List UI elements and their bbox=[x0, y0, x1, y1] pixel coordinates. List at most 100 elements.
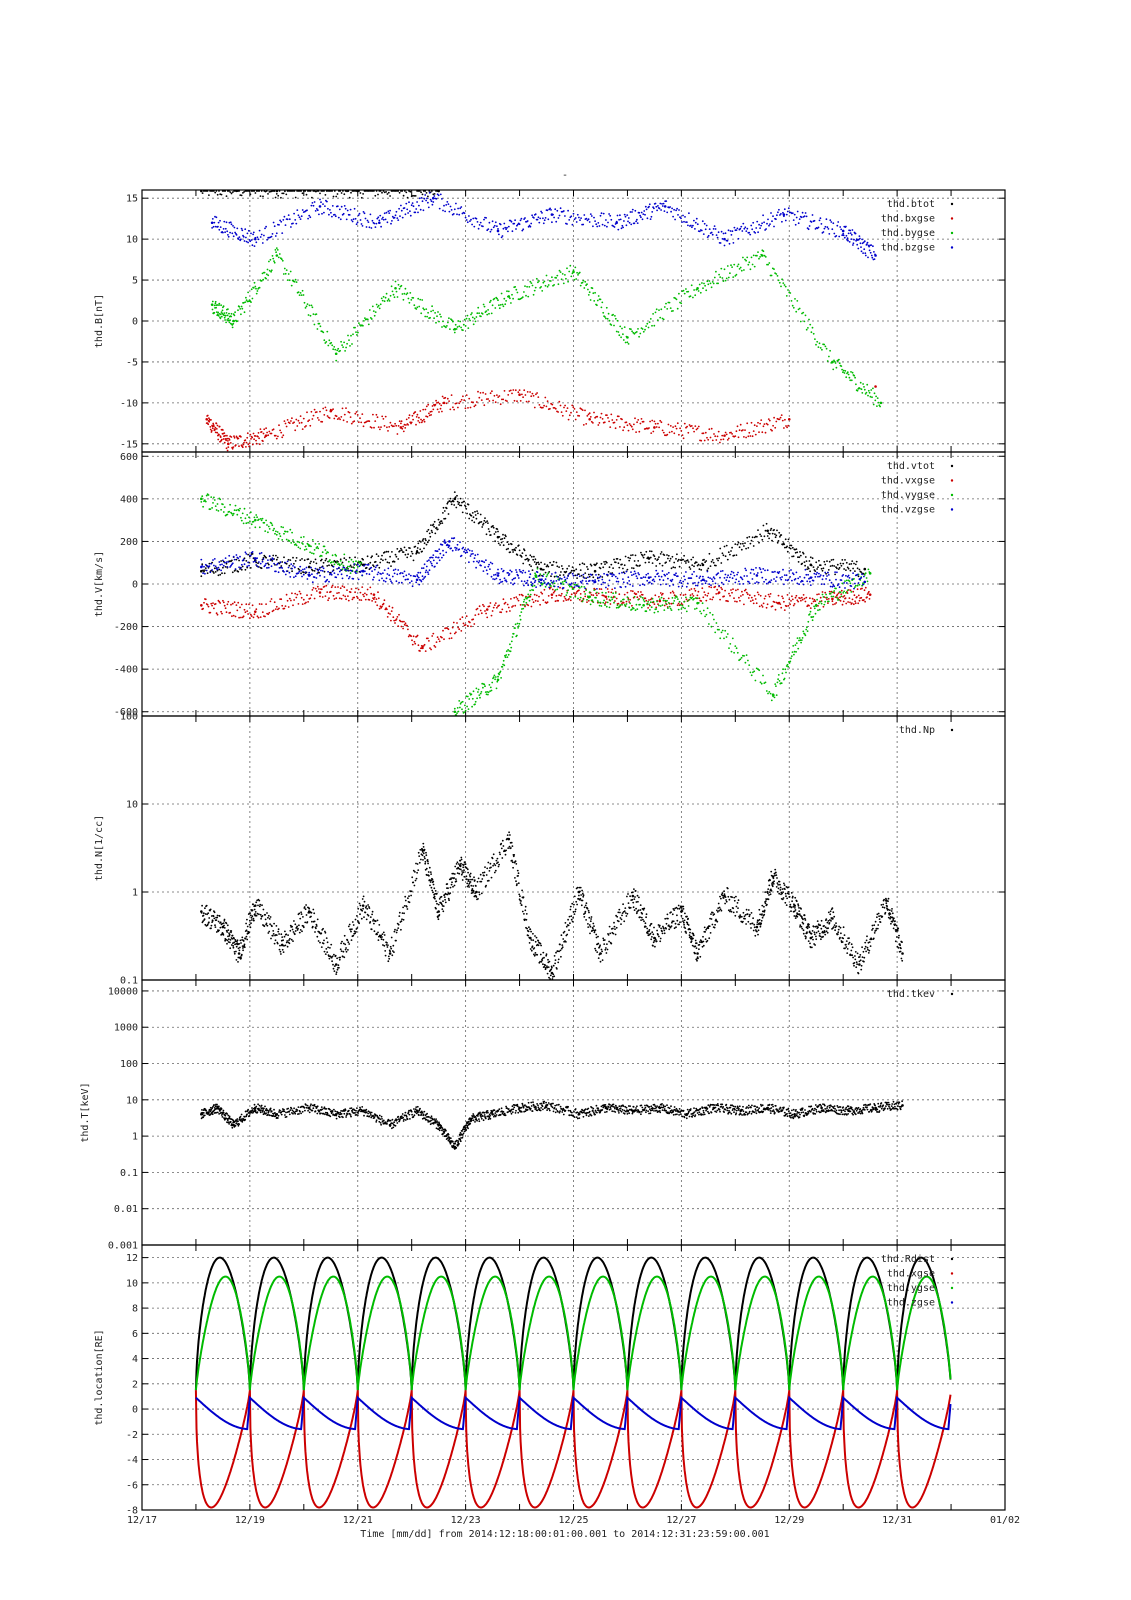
data-point bbox=[829, 592, 832, 595]
data-point bbox=[432, 201, 435, 203]
data-point bbox=[452, 406, 454, 409]
data-point bbox=[376, 416, 379, 419]
data-point bbox=[382, 218, 385, 221]
data-point bbox=[420, 541, 422, 543]
data-point bbox=[354, 326, 356, 329]
data-point bbox=[297, 291, 300, 293]
data-point bbox=[542, 217, 544, 220]
data-point bbox=[674, 297, 677, 300]
data-point bbox=[414, 545, 417, 548]
data-point bbox=[222, 438, 225, 440]
data-point bbox=[841, 234, 844, 237]
data-point bbox=[818, 219, 821, 222]
data-point bbox=[453, 632, 456, 635]
data-point bbox=[522, 562, 525, 565]
data-point bbox=[266, 524, 268, 526]
data-point bbox=[778, 531, 781, 534]
data-point bbox=[460, 206, 463, 208]
series-thd-bxgse bbox=[205, 385, 877, 452]
data-point bbox=[459, 207, 462, 210]
data-point bbox=[579, 219, 581, 222]
data-point bbox=[822, 231, 825, 233]
data-point bbox=[305, 305, 308, 308]
data-point bbox=[435, 399, 437, 402]
data-point bbox=[712, 282, 715, 285]
data-point bbox=[575, 278, 578, 280]
data-point bbox=[711, 613, 714, 616]
data-point bbox=[625, 600, 628, 603]
data-point bbox=[706, 436, 708, 439]
data-point bbox=[658, 556, 660, 558]
data-point bbox=[476, 553, 479, 556]
data-point bbox=[621, 563, 623, 566]
data-point bbox=[296, 540, 299, 543]
data-point bbox=[323, 585, 326, 588]
data-point bbox=[267, 193, 269, 195]
data-point bbox=[220, 193, 223, 196]
data-point bbox=[558, 214, 561, 217]
data-point bbox=[486, 691, 489, 693]
data-point bbox=[453, 497, 457, 501]
data-point bbox=[416, 306, 419, 309]
data-point bbox=[480, 399, 483, 401]
data-point bbox=[253, 613, 256, 616]
data-point bbox=[740, 548, 743, 551]
data-point bbox=[318, 588, 320, 590]
data-point bbox=[845, 225, 847, 228]
data-point bbox=[276, 249, 279, 251]
data-point bbox=[373, 426, 375, 429]
data-point bbox=[760, 419, 763, 421]
data-point bbox=[297, 603, 300, 605]
data-point bbox=[468, 561, 470, 564]
data-point bbox=[562, 210, 565, 212]
data-point bbox=[539, 603, 541, 606]
data-point bbox=[347, 595, 349, 597]
data-point bbox=[824, 563, 827, 566]
data-point bbox=[442, 629, 444, 632]
data-point bbox=[409, 555, 412, 557]
data-point bbox=[431, 531, 434, 534]
data-point bbox=[618, 605, 621, 608]
data-point bbox=[244, 517, 247, 520]
data-point bbox=[438, 640, 441, 643]
data-point bbox=[543, 563, 546, 565]
data-point bbox=[246, 436, 249, 439]
data-point bbox=[489, 690, 491, 692]
data-point bbox=[343, 413, 346, 416]
data-point bbox=[637, 591, 640, 593]
data-point bbox=[224, 314, 227, 317]
data-point bbox=[688, 598, 691, 601]
data-point bbox=[472, 323, 475, 326]
data-point bbox=[654, 558, 657, 560]
data-point bbox=[200, 558, 203, 561]
data-point bbox=[611, 588, 614, 591]
data-point bbox=[496, 229, 500, 233]
data-point bbox=[512, 632, 515, 635]
data-point bbox=[817, 566, 819, 568]
data-point bbox=[854, 600, 856, 603]
data-point bbox=[555, 594, 558, 597]
data-point bbox=[867, 389, 870, 392]
data-point bbox=[567, 280, 569, 283]
data-point bbox=[593, 216, 595, 219]
data-point bbox=[578, 415, 581, 417]
data-point bbox=[867, 394, 869, 397]
data-point bbox=[627, 598, 630, 601]
data-point bbox=[245, 299, 248, 301]
data-point bbox=[583, 287, 586, 289]
data-point bbox=[486, 313, 489, 316]
data-point bbox=[271, 524, 274, 527]
data-point bbox=[712, 596, 715, 599]
data-point bbox=[771, 605, 774, 607]
data-point bbox=[696, 223, 699, 226]
data-point bbox=[535, 576, 538, 579]
data-point bbox=[231, 326, 234, 329]
data-point bbox=[608, 606, 611, 609]
data-point bbox=[473, 405, 476, 408]
data-point bbox=[475, 517, 478, 520]
data-point bbox=[425, 308, 428, 310]
data-point bbox=[636, 222, 639, 225]
data-point bbox=[328, 597, 330, 600]
data-point bbox=[588, 291, 591, 294]
